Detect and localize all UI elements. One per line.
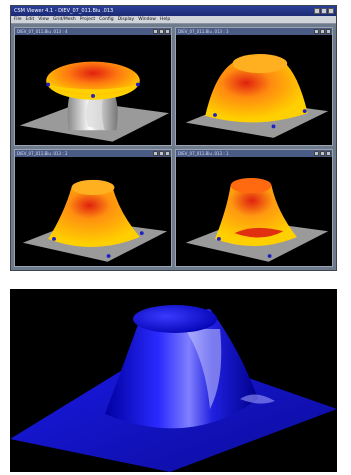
menu-view[interactable]: View (38, 17, 49, 22)
formed-part-render (19, 61, 170, 142)
minimize-button[interactable] (314, 8, 320, 14)
menu-display[interactable]: Display (117, 17, 135, 22)
viewport-close-button[interactable] (165, 29, 170, 34)
viewport-title-bar[interactable]: DIEV_07_011.Biu .013 : 3 (176, 28, 332, 35)
viewport-close-button[interactable] (326, 150, 331, 156)
viewport-minimize-button[interactable] (314, 29, 319, 34)
viewport-maximize-button[interactable] (159, 150, 164, 156)
menu-file[interactable]: File (14, 17, 22, 22)
viewport-minimize-button[interactable] (314, 150, 319, 156)
menu-help[interactable]: Help (159, 17, 171, 22)
formed-part-render (185, 177, 329, 262)
viewport-title-bar[interactable]: DIEV_07_011.Biu .013 : 4 (15, 28, 171, 35)
menu-project[interactable]: Project (79, 17, 96, 22)
viewport-close-button[interactable] (165, 150, 170, 156)
formed-part-render (22, 179, 168, 262)
viewport-maximize-button[interactable] (159, 29, 164, 34)
viewport-bottom-right[interactable]: DIEV_07_011.Biu .013 : 1 (175, 148, 333, 267)
menu-window[interactable]: Window (138, 17, 156, 22)
window-title: CSM Viewer 4.1 - DIEV_07_011.Biu .013 (14, 8, 114, 14)
viewer-window: CSM Viewer 4.1 - DIEV_07_011.Biu .013 Fi… (10, 5, 337, 271)
menu-edit[interactable]: Edit (25, 17, 35, 22)
menu-grid-mesh[interactable]: Grid/Mesh (52, 17, 76, 22)
viewport-top-right[interactable]: DIEV_07_011.Biu .013 : 3 (175, 27, 333, 146)
viewport-title: DIEV_07_011.Biu .013 : 1 (178, 150, 229, 156)
viewport-title: DIEV_07_011.Biu .013 : 4 (17, 29, 68, 34)
viewport-minimize-button[interactable] (153, 29, 158, 34)
menu-bar: File Edit View Grid/Mesh Project Config … (11, 16, 336, 24)
maximize-button[interactable] (321, 8, 327, 14)
viewport-title-bar[interactable]: DIEV_07_011.Biu .013 : 1 (176, 149, 332, 157)
viewport-title: DIEV_07_011.Biu .013 : 2 (17, 150, 68, 156)
viewport-grid: DIEV_07_011.Biu .013 : 4 (14, 27, 333, 267)
viewport-maximize-button[interactable] (320, 29, 325, 34)
menu-config[interactable]: Config (99, 17, 114, 22)
window-title-bar[interactable]: CSM Viewer 4.1 - DIEV_07_011.Biu .013 (11, 6, 336, 16)
viewport-title: DIEV_07_011.Biu .013 : 3 (178, 29, 229, 34)
viewport-top-left[interactable]: DIEV_07_011.Biu .013 : 4 (14, 27, 172, 146)
viewport-close-button[interactable] (326, 29, 331, 34)
close-button[interactable] (328, 8, 334, 14)
viewport-minimize-button[interactable] (153, 150, 158, 156)
blue-formed-part-image (10, 305, 337, 472)
viewport-maximize-button[interactable] (320, 150, 325, 156)
shaded-part-render (10, 289, 337, 472)
viewport-title-bar[interactable]: DIEV_07_011.Biu .013 : 2 (15, 149, 171, 157)
viewport-bottom-left[interactable]: DIEV_07_011.Biu .013 : 2 (14, 148, 172, 267)
formed-part-render (185, 54, 329, 138)
